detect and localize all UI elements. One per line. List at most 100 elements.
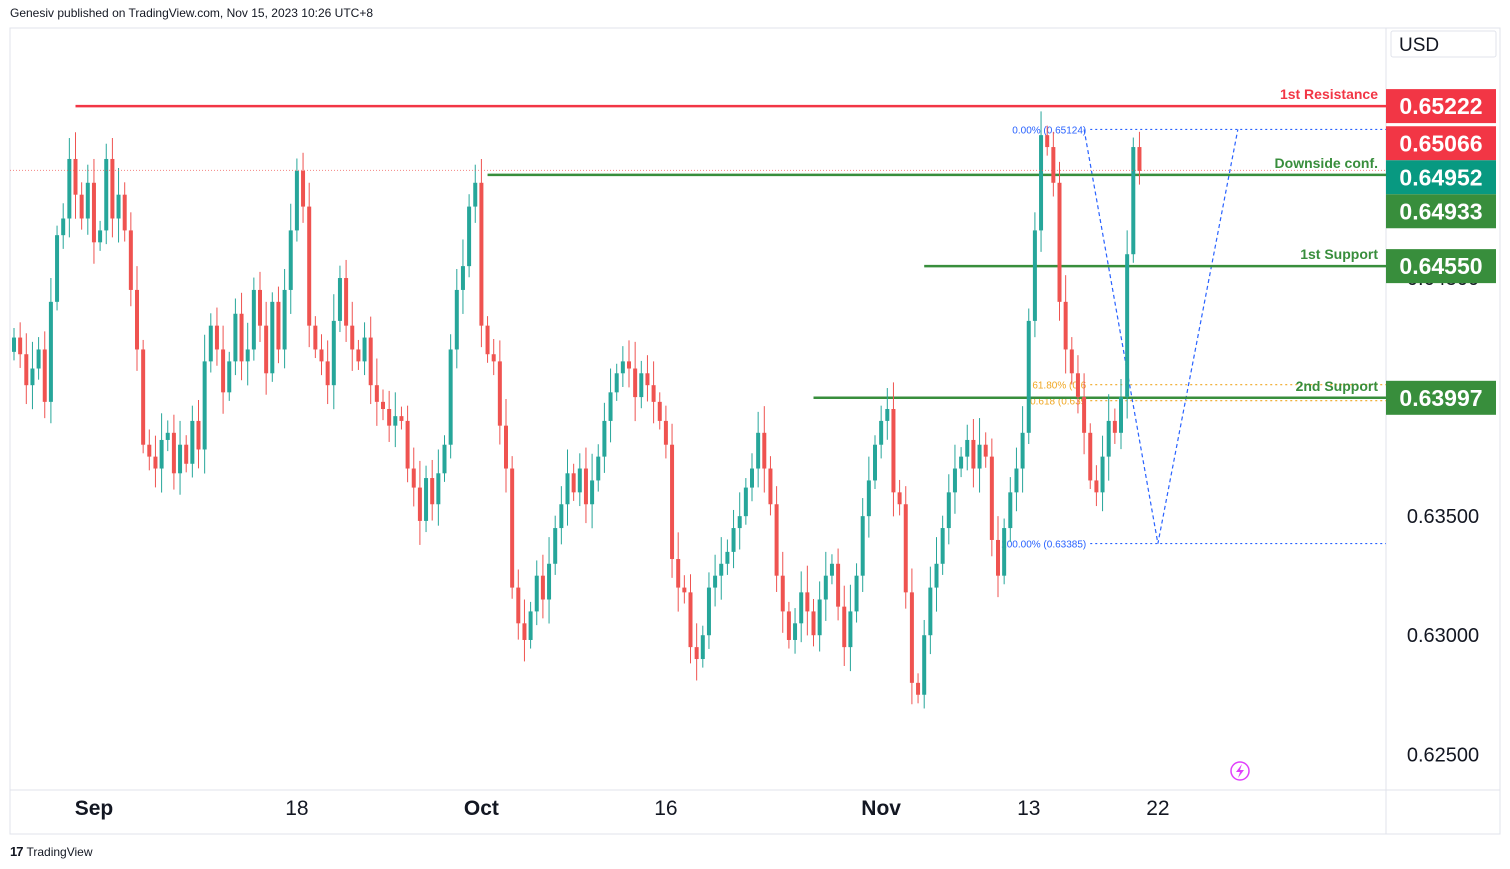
candle	[67, 138, 72, 238]
price-tag: 0.63997	[1386, 380, 1496, 415]
candle-body	[313, 325, 318, 350]
candle-body	[141, 349, 146, 445]
icons	[1230, 761, 1250, 781]
fibonacci-retracement[interactable]: 0.00% (0.65124) 61.80% (0.6 0.618 (0.639 10…	[1001, 125, 1386, 551]
candle-body	[1039, 135, 1044, 231]
candle-body	[1069, 349, 1074, 374]
candle-body	[1106, 420, 1111, 457]
candle-body	[387, 409, 392, 426]
candle	[1119, 378, 1123, 450]
candle-body	[356, 349, 361, 362]
candle-body	[522, 623, 527, 640]
candle	[1106, 394, 1111, 481]
candle-body	[743, 487, 748, 517]
price-tag-text: 0.64550	[1399, 253, 1482, 279]
candle-body	[516, 587, 521, 624]
candle-body	[98, 230, 103, 243]
candle-body	[1008, 492, 1013, 529]
candle	[424, 465, 429, 533]
candle	[627, 340, 631, 388]
chart-frame	[9, 27, 1501, 835]
candle-body	[30, 368, 35, 386]
candle-body	[590, 480, 595, 505]
candle	[823, 551, 828, 621]
candle	[651, 361, 656, 424]
candle	[700, 625, 705, 668]
candle	[356, 339, 361, 370]
candle-body	[559, 504, 564, 529]
candle-body	[417, 487, 422, 521]
candle	[190, 405, 195, 478]
candle-body	[885, 409, 890, 421]
candle-body	[793, 623, 798, 640]
candle	[467, 194, 472, 278]
candle-body	[1014, 468, 1019, 493]
candle-body	[276, 301, 281, 350]
candle-body	[1088, 432, 1093, 481]
candle	[768, 456, 773, 516]
candle-body	[399, 416, 404, 421]
candle-body	[294, 170, 299, 231]
candle-body	[651, 385, 656, 402]
candle-body	[596, 456, 601, 481]
candle	[860, 498, 865, 592]
candle	[245, 322, 250, 386]
candle-body	[448, 349, 453, 445]
candle-body	[903, 504, 908, 593]
candle-body	[657, 401, 662, 421]
candle	[61, 203, 66, 249]
candle-body	[61, 218, 66, 236]
candle	[583, 447, 588, 524]
tradingview-logo[interactable]: 17 TradingView	[10, 844, 93, 859]
candle-body	[24, 354, 29, 386]
candle	[399, 406, 404, 430]
candle	[885, 388, 890, 440]
candle	[184, 435, 189, 473]
candle-body	[645, 373, 650, 386]
candle-body	[122, 194, 127, 231]
candle	[239, 292, 244, 381]
candle-body	[952, 468, 957, 493]
level-label: 1st Support	[1300, 246, 1378, 262]
candle-body	[811, 611, 816, 636]
candle-body	[577, 468, 582, 493]
candle-body	[178, 444, 183, 474]
price-tick-label: 0.63500	[1407, 506, 1479, 528]
candle-body	[873, 444, 877, 481]
candle	[750, 453, 754, 502]
candle-body	[128, 230, 133, 290]
candle	[417, 460, 422, 545]
candle-body	[583, 468, 588, 505]
candle	[805, 565, 810, 636]
price-tag-bg	[1386, 194, 1496, 229]
candle	[214, 307, 219, 366]
candle	[1020, 406, 1025, 493]
candle	[307, 182, 312, 348]
candle-body	[18, 337, 23, 355]
time-tick-label: 16	[654, 797, 677, 820]
candle	[879, 405, 884, 459]
candle-body	[639, 373, 644, 398]
candle	[559, 486, 564, 545]
candle-body	[983, 444, 988, 457]
candle	[1125, 230, 1130, 419]
candle-body	[430, 478, 435, 505]
candle	[1094, 465, 1099, 507]
price-tag-text: 0.63997	[1399, 385, 1482, 411]
candle-body	[227, 361, 232, 393]
candle-body	[1032, 230, 1037, 321]
candle	[817, 581, 822, 652]
candle	[448, 334, 453, 459]
candle-body	[42, 349, 47, 402]
candle	[829, 554, 834, 585]
time-tick-label: Sep	[75, 797, 114, 820]
candle	[221, 325, 226, 414]
candle-body	[251, 289, 256, 350]
candle	[1063, 275, 1068, 374]
candle	[725, 539, 730, 575]
candle-body	[1125, 254, 1130, 398]
candle-body	[922, 635, 927, 695]
candle	[436, 449, 441, 526]
candle-body	[750, 468, 754, 488]
